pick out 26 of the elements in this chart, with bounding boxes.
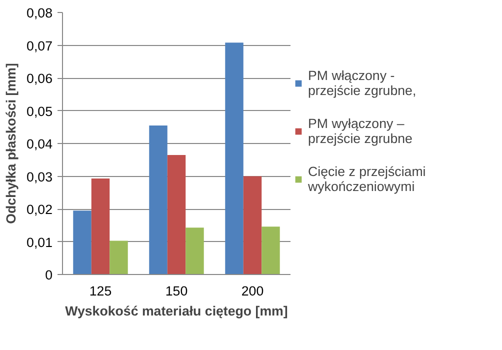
bar (167, 154, 186, 274)
bar (225, 42, 244, 274)
bar (110, 240, 128, 274)
bar (243, 176, 262, 274)
y-tick-label: 0,04 (26, 136, 54, 152)
y-tick-label: 0 (45, 268, 53, 282)
y-tick-label: 0,03 (26, 169, 53, 184)
y-axis-title: Odchyłka płaskości [mm] (4, 63, 19, 224)
legend-label: Cięcie z przejściami wykończeniowymi (308, 164, 426, 194)
y-tick-label: 0,01 (26, 234, 53, 250)
x-tick-label: 150 (165, 284, 188, 298)
x-tick-label: 200 (241, 284, 264, 298)
y-tick-label: 0,05 (26, 104, 53, 119)
bar (91, 178, 110, 274)
bar (149, 125, 168, 274)
y-tick-label: 0,07 (26, 38, 53, 54)
y-tick-label: 0,02 (26, 202, 53, 217)
legend-label: PM włączony - przejście zgrubne, (308, 68, 416, 98)
bar (73, 210, 92, 274)
bar (186, 228, 204, 274)
x-axis-title: Wyskokość materiału ciętego [mm] (65, 304, 288, 318)
y-tick-label: 0,06 (26, 71, 53, 86)
y-tick-label: 0,08 (26, 6, 53, 20)
x-tick-label: 125 (89, 284, 112, 298)
bar (262, 226, 280, 274)
legend-label: PM wyłączony – przejście zgrubne (308, 116, 412, 146)
